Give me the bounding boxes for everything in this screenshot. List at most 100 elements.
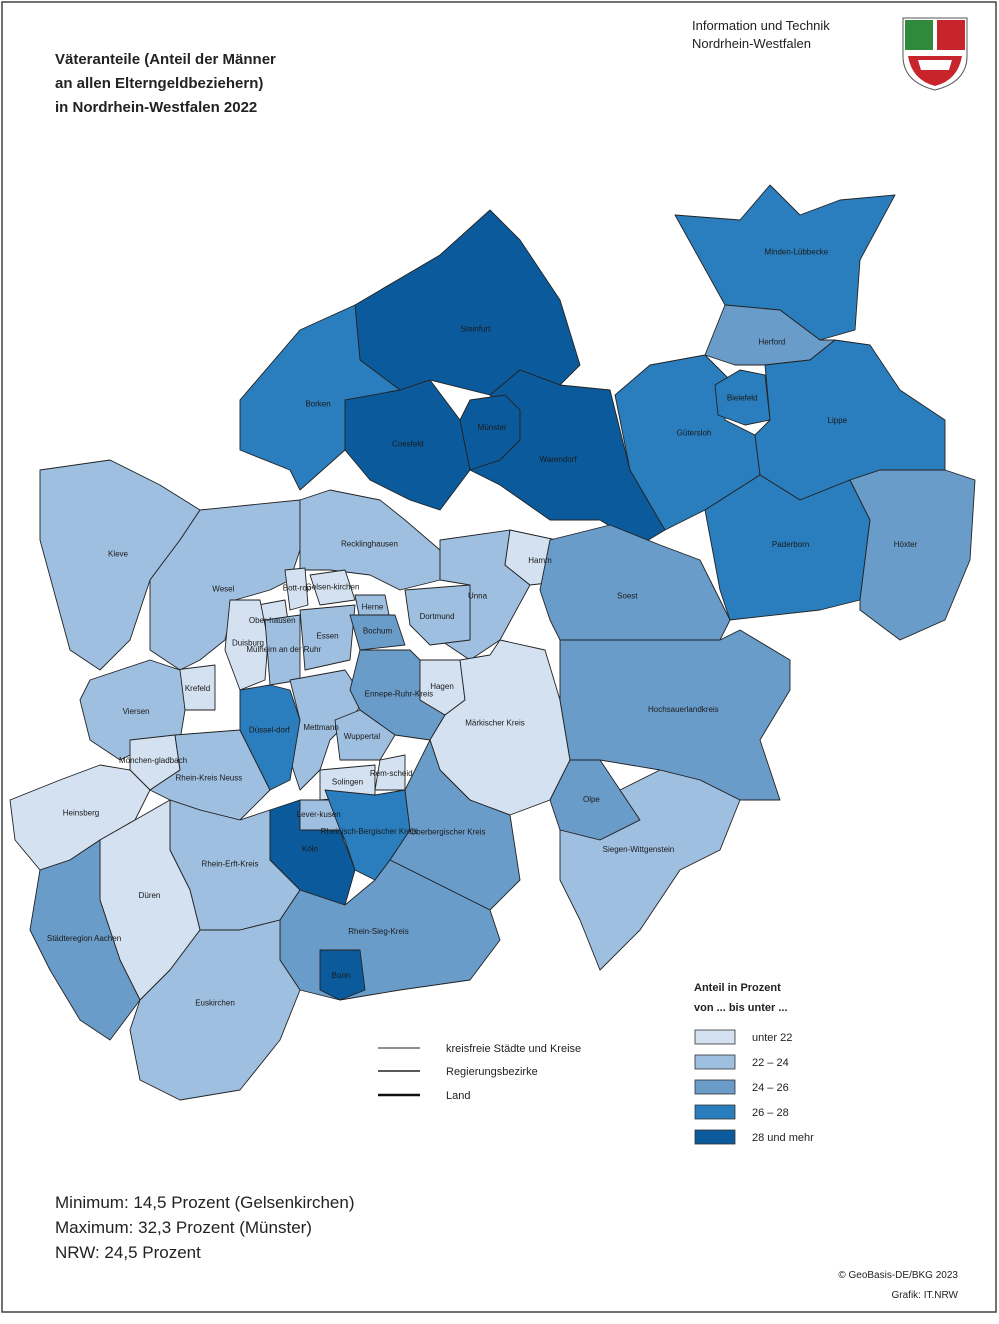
region-label: Euskirchen — [195, 998, 235, 1007]
region-label: Minden-Lübbecke — [765, 247, 829, 256]
region-label: Münster — [478, 423, 507, 432]
stat-line: Minimum: 14,5 Prozent (Gelsenkirchen) — [55, 1193, 355, 1212]
legend-swatch — [694, 1054, 736, 1070]
credit: © GeoBasis-DE/BKG 2023 — [838, 1270, 958, 1281]
region-label: Köln — [302, 844, 318, 853]
region-label: Recklinghausen — [341, 540, 398, 549]
legend-swatch — [694, 1129, 736, 1145]
legend-title: Anteil in Prozent — [694, 982, 781, 994]
region-label: Unna — [468, 592, 488, 601]
region-label: Rhein-Kreis Neuss — [176, 773, 243, 782]
legend-label: Land — [446, 1090, 470, 1102]
region-label: Dortmund — [419, 612, 454, 621]
region — [344, 379, 471, 511]
region-label: Mülheim an der Ruhr — [246, 645, 321, 654]
region-label: Herne — [362, 603, 384, 612]
legend-swatch — [694, 1104, 736, 1120]
region-label: Bielefeld — [727, 393, 758, 402]
org-name: Information und Technik — [692, 18, 830, 33]
region-labels: Steinfurt Borken Coesfeld Warendorf Münster M… — [47, 247, 918, 1007]
region-label: Paderborn — [772, 540, 809, 549]
region-label: Mönchen-gladbach — [119, 756, 187, 765]
region — [459, 394, 521, 471]
region-label: Rheinisch-Bergischer Kreis — [321, 827, 417, 836]
legend-label: 28 und mehr — [752, 1132, 814, 1144]
region — [334, 709, 396, 761]
region-label: Lippe — [828, 416, 848, 425]
region-label: Essen — [316, 631, 338, 640]
region-label: Wesel — [212, 584, 234, 593]
region-label: Bochum — [363, 626, 393, 635]
region-label: Duisburg — [232, 638, 264, 647]
legend-title: von ... bis unter ... — [694, 1002, 788, 1014]
region-label: Warendorf — [540, 455, 578, 464]
region — [349, 614, 406, 651]
region-label: Kleve — [108, 550, 129, 559]
legend-label: 26 – 28 — [752, 1107, 789, 1119]
region — [224, 599, 269, 691]
region — [714, 369, 771, 426]
region-label: Ober-hausen — [249, 616, 296, 625]
region-label: Krefeld — [185, 684, 210, 693]
region-label: Soest — [617, 591, 638, 600]
region — [129, 919, 301, 1101]
region-label: Coesfeld — [392, 440, 424, 449]
legend-swatch — [694, 1079, 736, 1095]
region-label: Viersen — [123, 707, 150, 716]
legend-swatch — [694, 1029, 736, 1045]
legend-label: unter 22 — [752, 1032, 792, 1044]
region — [389, 739, 521, 911]
org-name: Nordrhein-Westfalen — [692, 36, 811, 51]
region-label: Hamm — [528, 556, 552, 565]
stat-line: NRW: 24,5 Prozent — [55, 1243, 201, 1262]
regions — [9, 184, 976, 1101]
region-label: Gelsen-kirchen — [306, 583, 360, 592]
boundary-legend: kreisfreie Städte und Kreise Regierungsb… — [378, 1043, 581, 1102]
region-label: Heinsberg — [63, 809, 99, 818]
region-label: Rhein-Sieg-Kreis — [348, 927, 408, 936]
legend-label: kreisfreie Städte und Kreise — [446, 1043, 581, 1055]
region — [404, 584, 471, 646]
region-label: Hagen — [430, 682, 454, 691]
region-label: Mettmann — [303, 723, 339, 732]
region-label: Gütersloh — [677, 429, 712, 438]
region-label: Hochsauerlandkreis — [648, 705, 719, 714]
region-label: Wuppertal — [344, 732, 381, 741]
region-label: Lever-kusen — [297, 810, 341, 819]
region-label: Oberbergischer Kreis — [410, 827, 486, 836]
legend-label: 24 – 26 — [752, 1082, 789, 1094]
region — [239, 684, 301, 791]
region-label: Städteregion Aachen — [47, 934, 121, 943]
region-label: Rhein-Erft-Kreis — [202, 860, 259, 869]
region — [559, 769, 741, 971]
region-label: Höxter — [894, 540, 918, 549]
region-label: Düssel-dorf — [249, 726, 291, 735]
region-label: Märkischer Kreis — [465, 719, 525, 728]
coat-of-arms — [902, 17, 968, 91]
legend-label: Regierungsbezirke — [446, 1066, 538, 1078]
credit: Grafik: IT.NRW — [892, 1290, 959, 1301]
region — [309, 569, 356, 606]
region — [704, 474, 871, 621]
region — [319, 949, 366, 1001]
title-line: an allen Elterngeldbeziehern) — [55, 75, 263, 92]
title-line: Väteranteile (Anteil der Männer — [55, 51, 276, 68]
region-label: Olpe — [583, 795, 600, 804]
region-label: Borken — [305, 400, 330, 409]
region-label: Düren — [139, 891, 161, 900]
region — [849, 469, 976, 641]
stat-line: Maximum: 32,3 Prozent (Münster) — [55, 1218, 312, 1237]
region-label: Bonn — [332, 971, 351, 980]
region-label: Siegen-Wittgenstein — [603, 845, 675, 854]
region-label: Herford — [759, 338, 786, 347]
legend-label: 22 – 24 — [752, 1057, 789, 1069]
region — [299, 604, 356, 671]
title-line: in Nordrhein-Westfalen 2022 — [55, 99, 257, 116]
region-label: Ennepe-Ruhr-Kreis — [365, 690, 433, 699]
region-label: Rem-scheid — [370, 769, 413, 778]
region-label: Bott-rop — [283, 583, 312, 592]
region-label: Solingen — [332, 778, 363, 787]
region — [284, 567, 309, 611]
region-label: Steinfurt — [461, 325, 492, 334]
